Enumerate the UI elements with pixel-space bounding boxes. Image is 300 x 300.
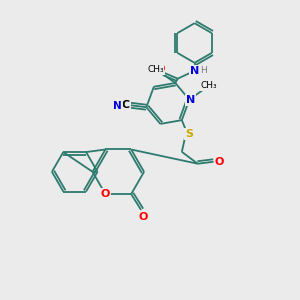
Text: N: N [113,101,122,111]
Text: S: S [185,129,193,139]
Text: CH₃: CH₃ [147,64,164,74]
Text: O: O [155,64,165,74]
Text: CH₃: CH₃ [201,81,218,90]
Text: C: C [122,100,130,110]
Text: N: N [190,66,199,76]
Text: N: N [186,95,195,105]
Text: O: O [101,189,110,199]
Text: O: O [215,157,224,167]
Text: H: H [200,66,207,75]
Text: O: O [138,212,148,222]
